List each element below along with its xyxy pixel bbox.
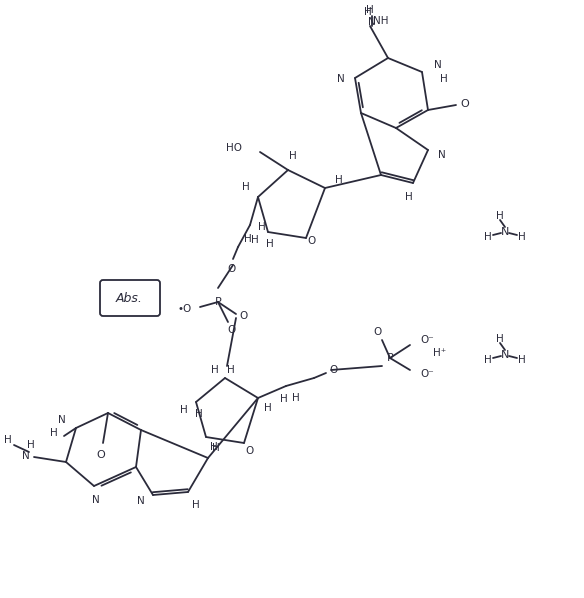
Text: H: H [244, 234, 252, 244]
Text: N: N [501, 227, 509, 237]
Text: H: H [292, 393, 300, 403]
Text: O: O [461, 99, 470, 109]
Text: N: N [22, 451, 30, 461]
Text: NH: NH [373, 16, 389, 26]
Text: H: H [27, 440, 35, 450]
Text: H: H [227, 365, 235, 375]
Text: N: N [137, 496, 145, 506]
Text: H: H [266, 239, 274, 249]
Text: H: H [364, 7, 372, 17]
Text: H: H [496, 211, 504, 221]
Text: H: H [484, 232, 492, 242]
Text: O: O [240, 311, 248, 321]
Text: H: H [440, 74, 448, 84]
Text: •O: •O [178, 304, 192, 314]
Text: N: N [58, 415, 66, 425]
Text: H: H [50, 428, 58, 438]
Text: H: H [210, 442, 218, 452]
Text: H: H [251, 235, 259, 245]
Text: O: O [245, 446, 253, 456]
Text: O⁻: O⁻ [420, 335, 434, 345]
Text: O⁻: O⁻ [420, 369, 434, 379]
Text: N: N [434, 60, 442, 70]
Text: H: H [518, 232, 526, 242]
Text: H: H [484, 355, 492, 365]
Text: H: H [264, 403, 272, 413]
Text: H: H [211, 365, 219, 375]
Text: O: O [374, 327, 382, 337]
Text: H: H [366, 5, 374, 15]
Text: O: O [228, 264, 236, 274]
Text: H: H [242, 182, 250, 192]
Text: H: H [405, 192, 413, 202]
Text: Abs.: Abs. [116, 291, 142, 304]
Text: N: N [368, 17, 376, 27]
Text: P: P [387, 353, 394, 363]
Text: H: H [180, 405, 188, 415]
Text: O: O [330, 365, 338, 375]
Text: H: H [212, 443, 220, 453]
Text: H: H [289, 151, 297, 161]
Text: N: N [337, 74, 345, 84]
Text: N: N [92, 495, 100, 505]
Text: H: H [258, 222, 266, 232]
Text: H: H [192, 500, 200, 510]
Text: H: H [496, 334, 504, 344]
Text: O: O [96, 450, 105, 460]
FancyBboxPatch shape [100, 280, 160, 316]
Text: O: O [228, 325, 236, 335]
Text: H: H [335, 175, 343, 185]
Text: HO: HO [226, 143, 242, 153]
Text: H⁺: H⁺ [433, 348, 447, 358]
Text: P: P [215, 297, 221, 307]
Text: H: H [4, 435, 12, 445]
Text: N: N [501, 350, 509, 360]
Text: O: O [308, 236, 316, 246]
Text: H: H [195, 409, 203, 419]
Text: H: H [518, 355, 526, 365]
Text: N: N [438, 150, 446, 160]
Text: H: H [280, 394, 288, 404]
